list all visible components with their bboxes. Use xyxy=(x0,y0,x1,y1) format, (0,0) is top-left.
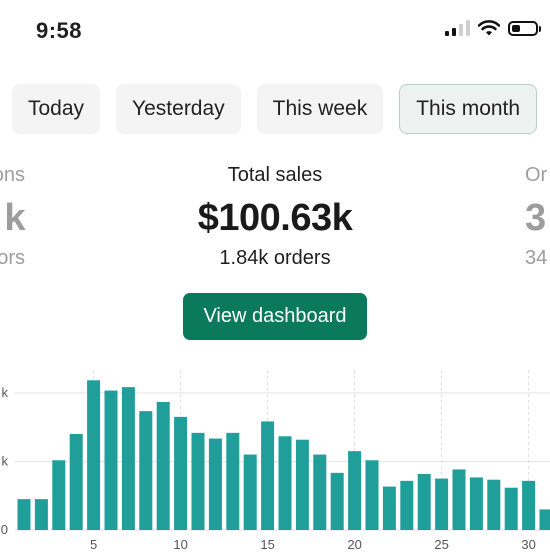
x-tick-label: 30 xyxy=(521,537,535,552)
chart-bar xyxy=(261,421,275,530)
tab-today[interactable]: Today xyxy=(12,84,101,134)
chart-bar xyxy=(243,454,257,530)
view-dashboard-button[interactable]: View dashboard xyxy=(183,293,367,340)
chart-bar xyxy=(121,387,135,530)
chart-bar xyxy=(469,477,483,530)
metric-value: k xyxy=(4,197,25,239)
wifi-icon xyxy=(478,20,500,36)
metric-label: Or xyxy=(525,164,548,186)
chart-bar xyxy=(52,460,66,530)
chart-bar xyxy=(156,402,170,530)
status-time: 9:58 xyxy=(36,18,83,43)
y-tick-label: k xyxy=(2,453,9,468)
chart-bar xyxy=(226,432,240,530)
chart-bar xyxy=(139,411,153,530)
chart-bar xyxy=(365,460,379,530)
metric-card-next[interactable]: Or 3 34 xyxy=(525,164,547,270)
chart-bar xyxy=(313,454,327,530)
metric-card-total-sales: Total sales $100.63k 1.84k orders xyxy=(0,164,550,270)
chart-bar xyxy=(400,480,414,530)
metric-value: 3 xyxy=(525,197,546,239)
chart-bar xyxy=(330,472,344,530)
chart-bar xyxy=(452,469,466,530)
x-tick-label: 10 xyxy=(173,537,187,552)
tab-yesterday[interactable]: Yesterday xyxy=(116,84,241,134)
signal-icon xyxy=(445,20,470,36)
chart-bar xyxy=(208,438,222,530)
sales-chart: 5 10 15 20 25 30 0 k k xyxy=(1,370,550,552)
x-tick-label: 20 xyxy=(347,537,361,552)
chart-bar xyxy=(435,478,449,530)
chart-bar xyxy=(504,487,518,530)
status-bar: 9:58 xyxy=(0,0,550,64)
chart-bar xyxy=(87,380,101,530)
chart-bar xyxy=(34,499,48,530)
total-sales-value: $100.63k xyxy=(197,197,353,239)
tab-this-month[interactable]: This month xyxy=(399,84,538,134)
x-tick-label: 5 xyxy=(90,537,97,552)
x-tick-label: 15 xyxy=(260,537,274,552)
chart-bar xyxy=(278,436,292,530)
chart-bar xyxy=(539,509,550,530)
total-sales-label: Total sales xyxy=(227,164,323,186)
x-tick-label: 25 xyxy=(434,537,448,552)
status-icons xyxy=(445,20,541,36)
date-range-tabs: Today Yesterday This week This month xyxy=(12,84,550,134)
metric-card-previous[interactable]: ons k ors xyxy=(0,164,26,270)
chart-bar xyxy=(17,499,31,530)
chart-bar xyxy=(69,434,83,530)
battery-icon xyxy=(508,20,541,36)
chart-bar xyxy=(104,390,118,530)
chart-bar xyxy=(295,439,309,530)
chart-bar xyxy=(191,432,205,530)
chart-bar xyxy=(417,474,431,530)
y-tick-label: 0 xyxy=(1,522,8,537)
metric-sub: 34 xyxy=(525,247,548,269)
chart-bar xyxy=(348,451,362,530)
orders-count: 1.84k orders xyxy=(219,247,331,269)
metric-label: ons xyxy=(0,164,25,186)
chart-bar xyxy=(174,416,188,530)
chart-bar xyxy=(522,480,536,530)
y-tick-label: k xyxy=(2,385,9,400)
chart-bar xyxy=(382,486,396,530)
tab-this-week[interactable]: This week xyxy=(256,84,384,134)
chart-bar xyxy=(487,479,501,530)
metric-sub: ors xyxy=(0,247,25,269)
